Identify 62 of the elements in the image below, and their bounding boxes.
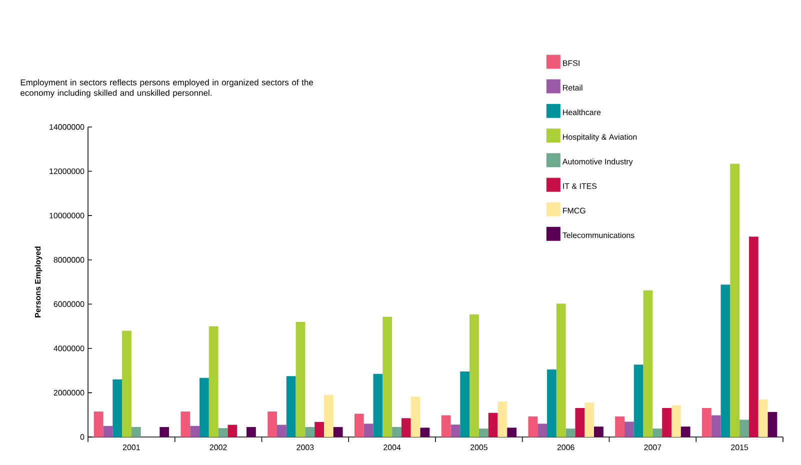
bar [246,427,256,437]
bar [556,304,566,437]
bar [324,394,334,437]
bar [730,164,740,437]
bar [615,416,624,437]
bar [748,236,758,437]
bar [768,412,778,437]
bar [662,408,672,437]
bar [584,402,594,437]
bar [228,424,238,437]
bar [354,414,364,437]
bar [547,369,556,437]
bar [538,424,548,437]
bar [401,418,411,437]
bar [314,422,324,437]
bar [103,426,113,437]
bar [296,322,306,437]
bar [160,427,170,437]
bar [305,427,315,437]
bar [208,326,218,437]
bar [711,415,721,437]
bar [382,316,392,437]
bar [392,427,402,437]
bar [460,371,470,437]
bar [643,290,653,437]
bar [373,374,383,437]
bar [420,428,430,437]
bar [566,428,576,437]
bar [200,378,209,437]
bar [634,364,644,437]
bar [478,428,488,437]
bar [507,428,517,437]
bar [190,426,200,437]
bar [268,412,277,437]
bar [498,402,508,437]
bar [131,427,141,437]
bar [410,396,420,437]
bar [594,426,604,437]
bar [180,412,190,437]
bar [702,408,712,437]
bar [624,422,634,437]
bar [364,424,374,437]
bar [680,426,690,437]
bar [652,428,662,437]
chart-subtitle: Employment in sectors reflects persons employed in organized sectors of the economy including skilled and unskilled personnel. [20,79,313,98]
bar [94,412,104,437]
bar [470,314,479,437]
bar [488,412,498,437]
bar [286,376,296,437]
bar [528,416,538,437]
bar [575,408,585,437]
bar [122,330,132,437]
bar [441,415,451,437]
bar [720,284,730,437]
bar [333,427,343,437]
bar [218,428,228,437]
bar [671,405,681,437]
bar [450,424,460,437]
bar [112,379,122,437]
bar [276,424,286,437]
bar [740,420,749,437]
bar [758,400,768,437]
